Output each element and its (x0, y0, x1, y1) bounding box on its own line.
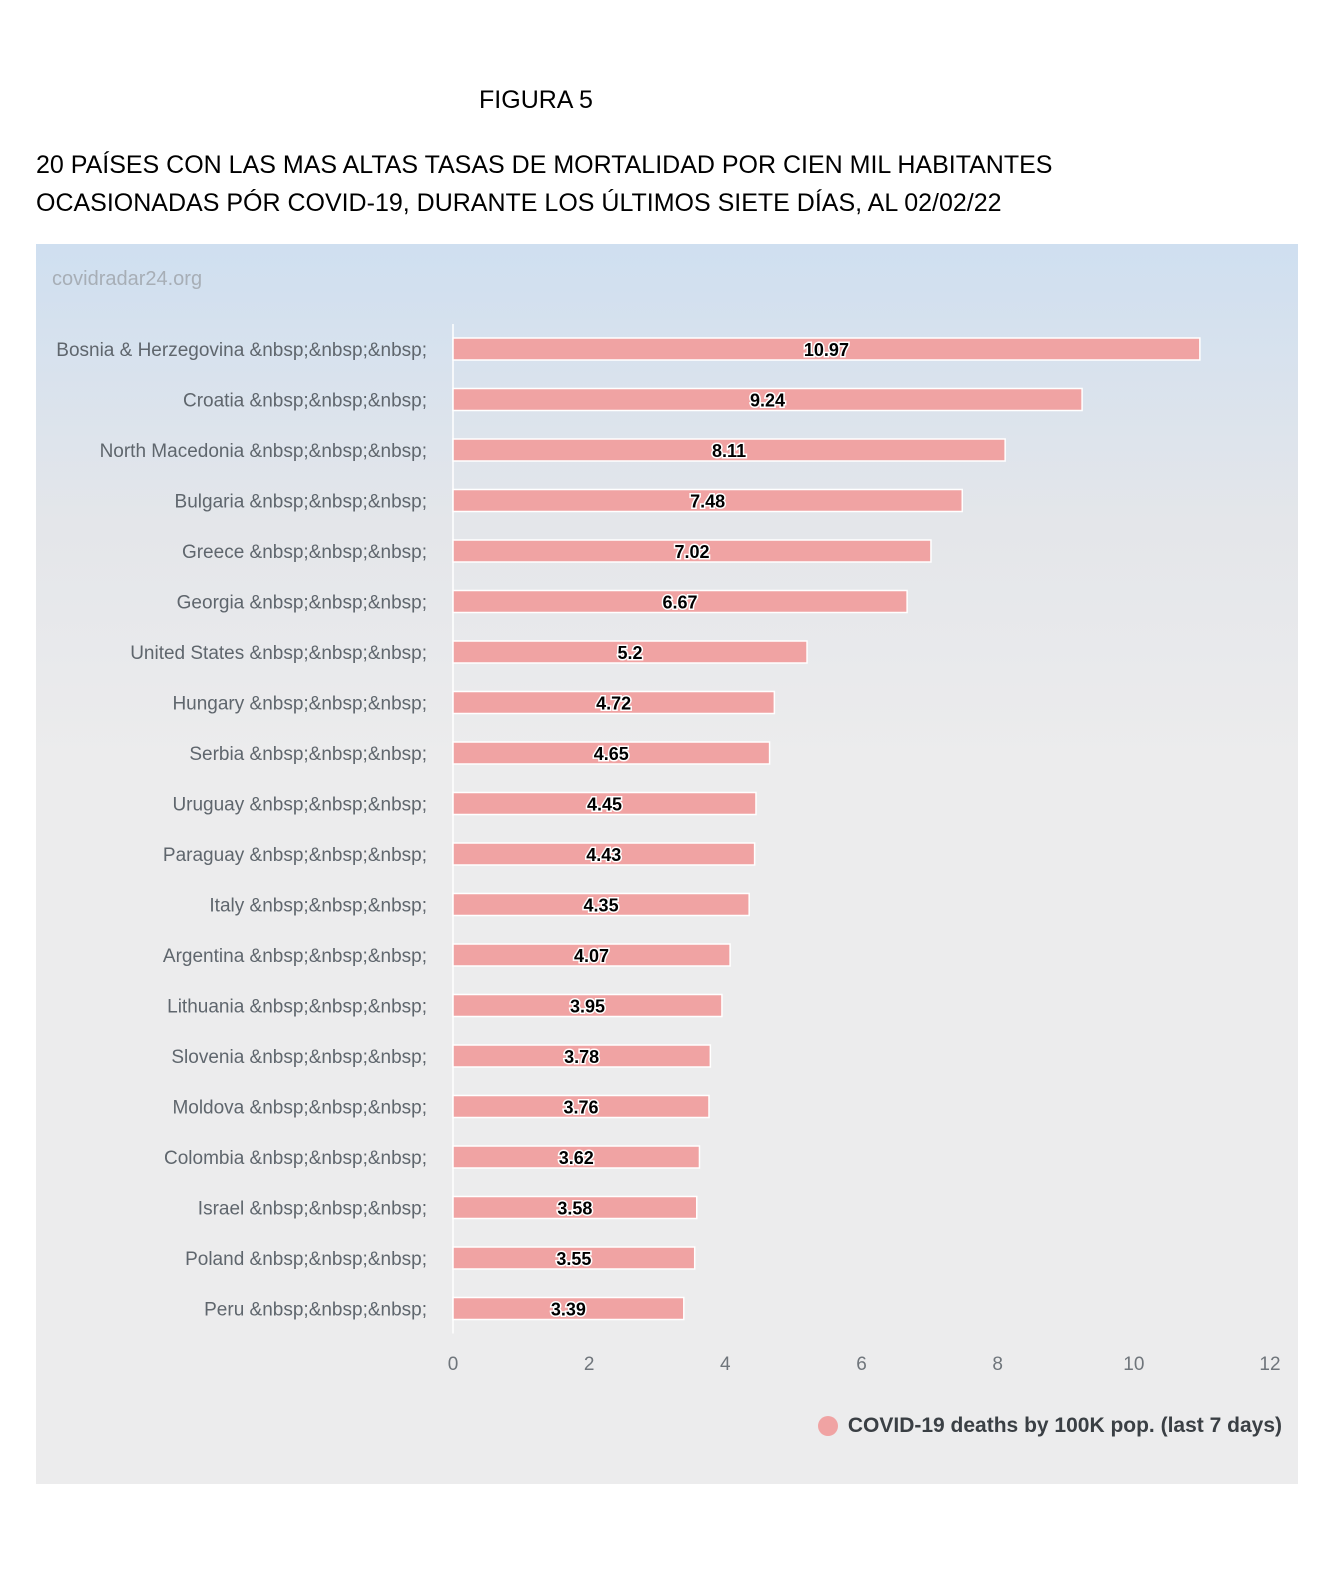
data-label: 5.2 (618, 643, 643, 663)
category-label: Paraguay &nbsp;&nbsp;&nbsp; (163, 845, 427, 866)
category-label: Hungary &nbsp;&nbsp;&nbsp; (172, 694, 427, 715)
bar (452, 1145, 701, 1169)
data-label: 4.65 (594, 744, 629, 764)
data-label: 6.67 (663, 593, 698, 613)
data-label: 10.97 (804, 340, 849, 360)
data-label: 3.95 (570, 997, 605, 1017)
data-label: 4.45 (587, 795, 622, 815)
bar (452, 438, 1006, 462)
data-label: 4.35 (584, 896, 619, 916)
bar (452, 488, 964, 513)
bar (452, 741, 771, 765)
x-tick-label: 0 (448, 1354, 459, 1375)
bar-chart: Bosnia & Herzegovina &nbsp;&nbsp;&nbsp; 1… (56, 324, 1281, 1375)
bar (452, 1246, 696, 1270)
category-label: Bosnia & Herzegovina &nbsp;&nbsp;&nbsp; (56, 340, 427, 361)
legend[interactable]: COVID-19 deaths by 100K pop. (last 7 day… (817, 1414, 1282, 1438)
bar (452, 387, 1083, 412)
bar (452, 943, 731, 967)
category-label: Lithuania &nbsp;&nbsp;&nbsp; (167, 997, 427, 1018)
data-label: 3.62 (559, 1148, 594, 1168)
x-tick-label: 12 (1259, 1354, 1280, 1375)
category-label: Croatia &nbsp;&nbsp;&nbsp; (183, 391, 427, 412)
category-label: Georgia &nbsp;&nbsp;&nbsp; (177, 593, 427, 614)
bar (452, 993, 723, 1018)
data-label: 3.78 (564, 1047, 599, 1067)
x-tick-label: 8 (992, 1354, 1003, 1375)
bar (452, 791, 757, 816)
category-label: Poland &nbsp;&nbsp;&nbsp; (185, 1249, 427, 1270)
bar (452, 337, 1201, 361)
bar (452, 690, 776, 715)
bar (452, 892, 750, 917)
category-label: North Macedonia &nbsp;&nbsp;&nbsp; (100, 441, 427, 462)
category-label: United States &nbsp;&nbsp;&nbsp; (130, 643, 427, 664)
bar (452, 1195, 698, 1220)
data-label: 4.43 (586, 845, 621, 865)
category-label: Slovenia &nbsp;&nbsp;&nbsp; (171, 1047, 427, 1068)
category-label: Bulgaria &nbsp;&nbsp;&nbsp; (175, 492, 427, 513)
category-label: Moldova &nbsp;&nbsp;&nbsp; (172, 1098, 427, 1119)
data-label: 3.55 (556, 1249, 591, 1269)
bar (452, 1044, 712, 1068)
category-label: Greece &nbsp;&nbsp;&nbsp; (182, 542, 427, 563)
bar (452, 1296, 685, 1321)
title-line-2: OCASIONADAS PÓR COVID-19, DURANTE LOS ÚL… (36, 189, 1002, 217)
legend-label: COVID-19 deaths by 100K pop. (last 7 day… (847, 1414, 1282, 1437)
data-label: 9.24 (750, 391, 785, 411)
category-label: Italy &nbsp;&nbsp;&nbsp; (209, 896, 427, 917)
category-label: Peru &nbsp;&nbsp;&nbsp; (204, 1300, 427, 1321)
data-label: 3.58 (557, 1199, 592, 1219)
figure-label: FIGURA 5 (479, 86, 593, 114)
data-label: 7.48 (690, 492, 725, 512)
data-label: 3.39 (551, 1300, 586, 1320)
data-label: 4.72 (596, 694, 631, 714)
legend-marker (817, 1416, 838, 1436)
data-label: 3.76 (563, 1098, 598, 1118)
bar (452, 1094, 710, 1119)
data-label: 7.02 (674, 542, 709, 562)
bar (452, 539, 932, 563)
title-line-1: 20 PAÍSES CON LAS MAS ALTAS TASAS DE MOR… (36, 151, 1053, 179)
x-tick-label: 10 (1123, 1354, 1144, 1375)
category-label: Serbia &nbsp;&nbsp;&nbsp; (189, 744, 427, 765)
data-label: 4.07 (574, 946, 609, 966)
bar (452, 640, 808, 664)
x-tick-label: 6 (856, 1354, 867, 1375)
category-label: Uruguay &nbsp;&nbsp;&nbsp; (172, 795, 427, 816)
chart-panel: covidradar24.org Bosnia & Herzegovina &n… (36, 244, 1298, 1484)
page-title: 20 PAÍSES CON LAS MAS ALTAS TASAS DE MOR… (36, 146, 1276, 222)
bar (452, 842, 756, 866)
x-tick-label: 4 (720, 1354, 731, 1375)
data-label: 8.11 (712, 441, 746, 461)
watermark: covidradar24.org (52, 268, 203, 290)
category-label: Colombia &nbsp;&nbsp;&nbsp; (164, 1148, 427, 1169)
category-label: Argentina &nbsp;&nbsp;&nbsp; (163, 946, 427, 967)
bar (452, 589, 908, 614)
x-tick-label: 2 (584, 1354, 595, 1375)
category-label: Israel &nbsp;&nbsp;&nbsp; (198, 1199, 427, 1220)
